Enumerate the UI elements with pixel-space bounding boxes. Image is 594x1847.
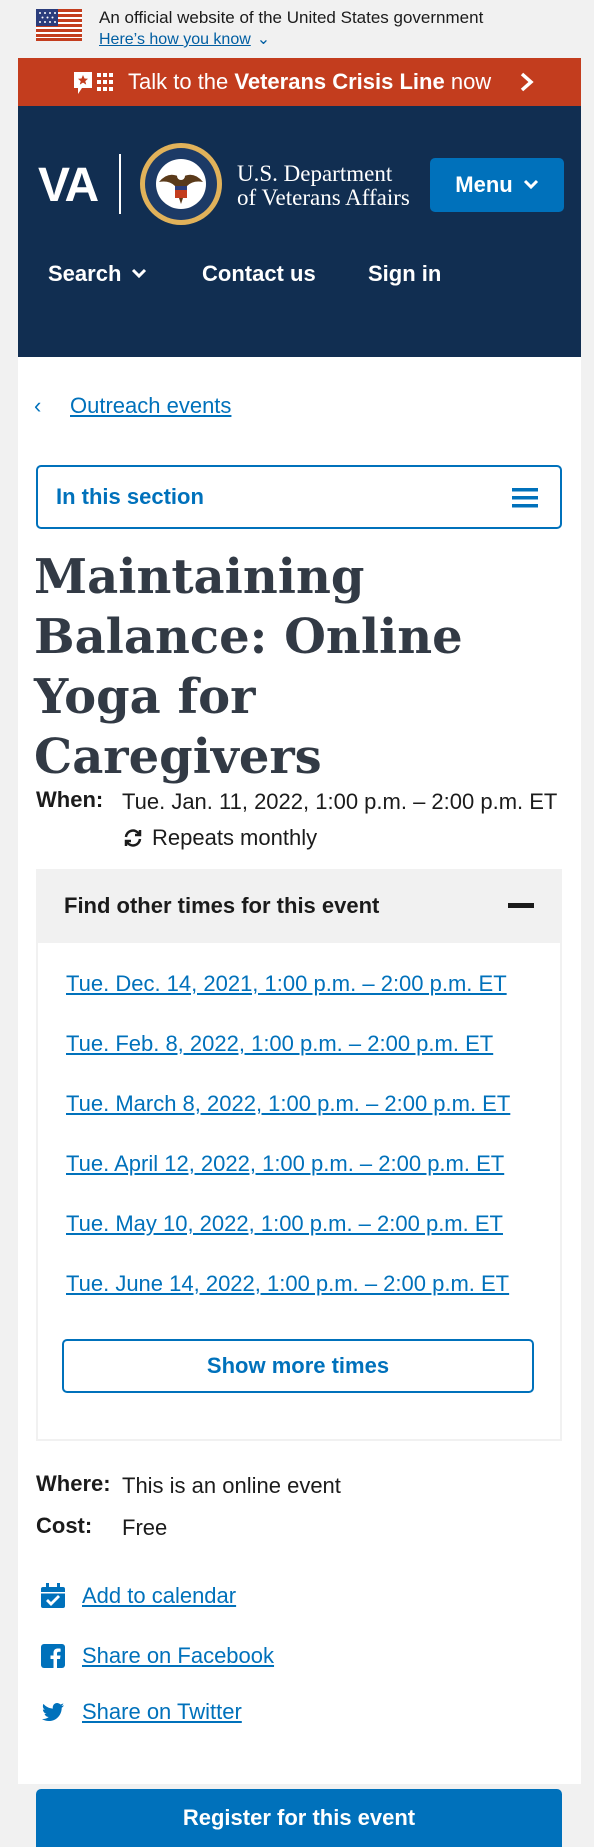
- other-time-link[interactable]: Tue. Dec. 14, 2021, 1:00 p.m. – 2:00 p.m…: [66, 971, 507, 996]
- share-facebook-label: Share on Facebook: [82, 1643, 275, 1668]
- other-times-heading: Find other times for this event: [64, 893, 380, 918]
- twitter-icon: [42, 1703, 64, 1721]
- other-time-link[interactable]: Tue. Feb. 8, 2022, 1:00 p.m. – 2:00 p.m.…: [66, 1031, 494, 1056]
- how-you-know-label: Here’s how you know: [99, 31, 251, 48]
- nav-sign-in-label: Sign in: [368, 261, 442, 286]
- other-time-link[interactable]: Tue. June 14, 2022, 1:00 p.m. – 2:00 p.m…: [66, 1271, 510, 1296]
- chevron-left-icon: ‹: [34, 393, 42, 418]
- nav-search-label: Search: [48, 261, 122, 286]
- page-frame: Talk to the Veterans Crisis Line now VA …: [18, 58, 581, 1847]
- facebook-icon: [41, 1644, 65, 1668]
- nav-contact-us[interactable]: Contact us: [202, 242, 316, 306]
- show-more-times-button[interactable]: Show more times: [62, 1339, 534, 1393]
- when-value: Tue. Jan. 11, 2022, 1:00 p.m. – 2:00 p.m…: [122, 789, 558, 814]
- crisis-line-text: Talk to the Veterans Crisis Line now: [128, 69, 491, 95]
- share-facebook-link[interactable]: Share on Facebook: [40, 1643, 274, 1669]
- calendar-check-icon: [41, 1583, 65, 1608]
- other-times-list: Tue. Dec. 14, 2021, 1:00 p.m. – 2:00 p.m…: [66, 971, 546, 1331]
- other-times-accordion: Find other times for this event Tue. Dec…: [36, 869, 562, 1441]
- crisis-line-banner[interactable]: Talk to the Veterans Crisis Line now: [18, 58, 581, 106]
- minus-icon: [508, 903, 534, 908]
- department-name: U.S. Department of Veterans Affairs: [237, 162, 410, 210]
- va-seal-icon: [140, 143, 222, 225]
- nav-contact-label: Contact us: [202, 261, 316, 286]
- other-time-link[interactable]: Tue. March 8, 2022, 1:00 p.m. – 2:00 p.m…: [66, 1091, 511, 1116]
- in-this-section-label: In this section: [56, 484, 204, 509]
- in-this-section-button[interactable]: In this section: [36, 465, 562, 529]
- page-title: Maintaining Balance: Online Yoga for Car…: [34, 549, 463, 785]
- va-logo-text: VA: [38, 159, 99, 212]
- add-to-calendar-label: Add to calendar: [82, 1583, 237, 1608]
- where-label: Where:: [36, 1471, 111, 1496]
- department-line-2: of Veterans Affairs: [237, 185, 410, 210]
- va-logo[interactable]: VA: [38, 159, 108, 212]
- site-header: VA U.S. Department of Veterans Affairs M…: [18, 106, 581, 357]
- where-value: This is an online event: [122, 1473, 341, 1498]
- logo-divider: [119, 154, 121, 214]
- other-time-link[interactable]: Tue. May 10, 2022, 1:00 p.m. – 2:00 p.m.…: [66, 1211, 503, 1236]
- crisis-prefix: Talk to the: [128, 69, 235, 94]
- chevron-right-icon: [520, 72, 534, 92]
- nav-sign-in[interactable]: Sign in: [368, 242, 441, 306]
- chevron-down-icon: ⌄: [256, 31, 271, 48]
- gov-banner-text: An official website of the United States…: [99, 8, 484, 27]
- other-times-toggle[interactable]: Find other times for this event: [38, 871, 560, 943]
- menu-button-label: Menu: [455, 172, 513, 197]
- other-time-link[interactable]: Tue. April 12, 2022, 1:00 p.m. – 2:00 p.…: [66, 1151, 505, 1176]
- department-line-1: U.S. Department: [237, 161, 393, 186]
- cost-value: Free: [122, 1515, 168, 1540]
- share-twitter-link[interactable]: Share on Twitter: [40, 1699, 242, 1725]
- hamburger-icon: [512, 488, 538, 508]
- crisis-line-icon: [74, 72, 113, 94]
- repeats-info: Repeats monthly: [122, 825, 317, 851]
- cost-label: Cost:: [36, 1513, 93, 1538]
- nav-search[interactable]: Search: [48, 242, 147, 306]
- share-twitter-label: Share on Twitter: [82, 1699, 242, 1724]
- how-you-know-link[interactable]: Here’s how you know ⌄: [99, 29, 270, 49]
- add-to-calendar-link[interactable]: Add to calendar: [40, 1583, 236, 1609]
- repeats-label: Repeats monthly: [152, 825, 318, 850]
- us-flag-icon: [36, 9, 82, 41]
- chevron-down-icon: [132, 268, 147, 279]
- breadcrumb-outreach-events[interactable]: Outreach events: [70, 393, 232, 418]
- official-gov-banner: An official website of the United States…: [0, 0, 594, 58]
- crisis-suffix: now: [444, 69, 492, 94]
- when-label: When:: [36, 787, 104, 812]
- crisis-strong: Veterans Crisis Line: [234, 69, 445, 94]
- register-button[interactable]: Register for this event: [36, 1789, 562, 1847]
- menu-button[interactable]: Menu: [430, 158, 564, 212]
- repeat-icon: [124, 829, 142, 847]
- chevron-down-icon: [523, 179, 538, 190]
